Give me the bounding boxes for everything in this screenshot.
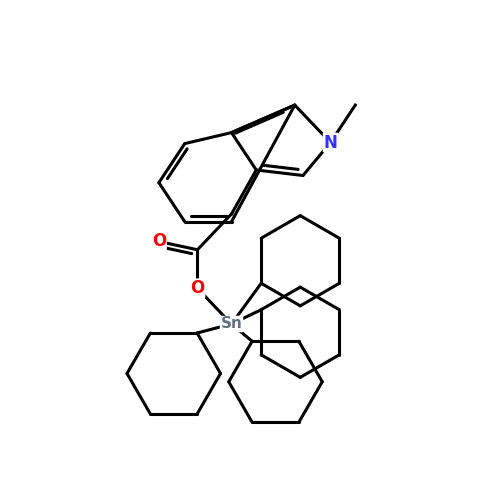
Text: N: N bbox=[324, 134, 338, 152]
Text: O: O bbox=[190, 279, 204, 297]
Text: O: O bbox=[152, 232, 166, 250]
Text: Sn: Sn bbox=[220, 316, 242, 332]
